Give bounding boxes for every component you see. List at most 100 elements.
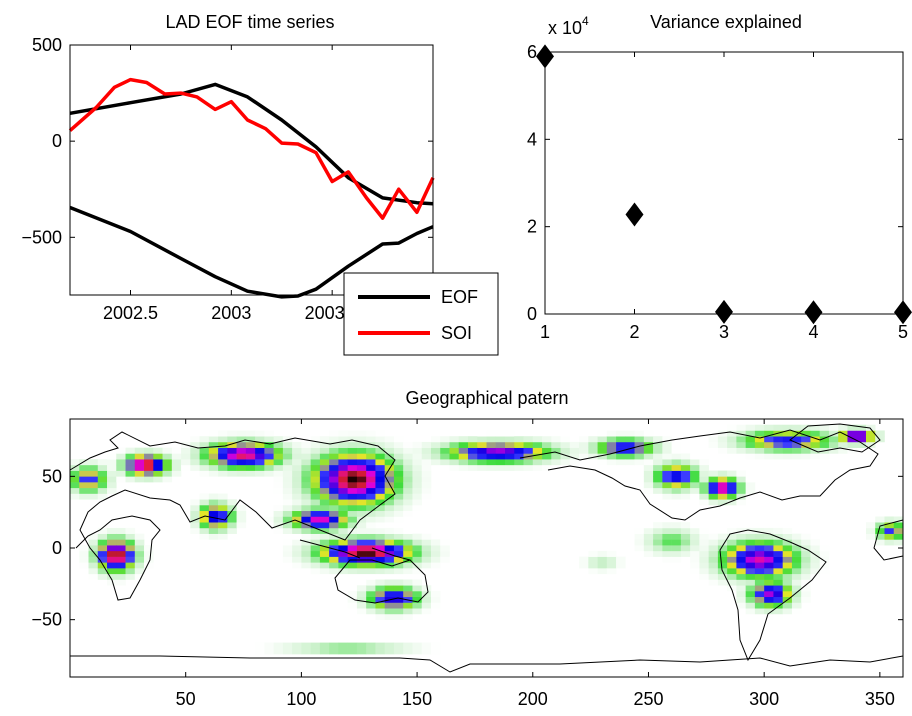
- heatmap-cell: [486, 441, 497, 448]
- heatmap-cell: [745, 573, 756, 580]
- heatmap-cell: [144, 447, 154, 454]
- heatmap-cell: [773, 562, 783, 569]
- heatmap-cell: [791, 585, 802, 592]
- heatmap-cell: [97, 476, 108, 483]
- heatmap-cell: [88, 550, 99, 557]
- heatmap-cell: [393, 441, 404, 448]
- heatmap-cell: [107, 545, 117, 552]
- heatmap-cell: [264, 447, 274, 454]
- heatmap-cell: [282, 642, 293, 649]
- heatmap-cell: [551, 447, 561, 454]
- heatmap-cell: [421, 545, 432, 552]
- heatmap-cell: [884, 527, 895, 534]
- heatmap-cell: [199, 499, 210, 506]
- heatmap-cell: [116, 453, 126, 460]
- heatmap-cell: [717, 550, 728, 557]
- heatmap-cell: [597, 550, 608, 557]
- y-tick-label: 4: [527, 129, 537, 149]
- heatmap-cell: [606, 568, 617, 575]
- heatmap-cell: [412, 608, 423, 615]
- heatmap-cell: [236, 505, 247, 512]
- heatmap-cell: [70, 464, 80, 471]
- heatmap-cell: [116, 556, 126, 563]
- heatmap-cell: [893, 533, 904, 540]
- heatmap-cell: [338, 510, 348, 517]
- heatmap-cell: [782, 550, 793, 557]
- heatmap-cell: [292, 453, 302, 460]
- heatmap-cell: [356, 591, 367, 598]
- heatmap-cell: [634, 459, 645, 466]
- heatmap-cell: [366, 522, 376, 529]
- heatmap-cell: [181, 453, 191, 460]
- heatmap-cell: [375, 545, 385, 552]
- heatmap-cell: [727, 579, 737, 586]
- heatmap-cell: [310, 510, 321, 517]
- heatmap-cell: [671, 556, 682, 563]
- heatmap-cell: [375, 436, 385, 443]
- heatmap-cell: [745, 493, 756, 500]
- heatmap-cell: [653, 533, 663, 540]
- heatmap-cell: [97, 459, 108, 466]
- heatmap-cell: [495, 453, 506, 460]
- heatmap-cell: [282, 459, 293, 466]
- heatmap-cell: [347, 562, 358, 569]
- heatmap-cell: [116, 447, 126, 454]
- heatmap-cell: [856, 436, 867, 443]
- heatmap-cell: [199, 533, 210, 540]
- heatmap-cell: [347, 441, 358, 448]
- heatmap-cell: [292, 550, 302, 557]
- heatmap-cell: [662, 453, 672, 460]
- heatmap-cell: [865, 522, 876, 529]
- heatmap-cell: [579, 441, 589, 448]
- heatmap-cell: [403, 585, 413, 592]
- heatmap-cell: [162, 453, 173, 460]
- heatmap-cell: [514, 447, 524, 454]
- heatmap-cell: [606, 556, 617, 563]
- heatmap-cell: [218, 493, 228, 500]
- heatmap-cell: [199, 436, 210, 443]
- heatmap-cell: [310, 505, 321, 512]
- heatmap-cell: [393, 436, 404, 443]
- heatmap-cell: [319, 545, 330, 552]
- heatmap-cell: [801, 556, 811, 563]
- heatmap-cell: [356, 533, 367, 540]
- heatmap-cell: [356, 527, 367, 534]
- heatmap-cell: [801, 436, 811, 443]
- heatmap-cell: [421, 482, 432, 489]
- heatmap-cell: [791, 608, 802, 615]
- heatmap-cell: [301, 642, 311, 649]
- heatmap-cell: [301, 556, 311, 563]
- heatmap-cell: [616, 441, 626, 448]
- heatmap-cell: [505, 464, 515, 471]
- heatmap-cell: [347, 505, 358, 512]
- x-tick-label: 50: [176, 689, 196, 709]
- heatmap-cell: [690, 556, 700, 563]
- heatmap-cell: [153, 464, 163, 471]
- heatmap-cell: [347, 596, 358, 603]
- heatmap-cell: [736, 493, 746, 500]
- heatmap-cell: [134, 550, 145, 557]
- heatmap-cell: [690, 482, 700, 489]
- heatmap-cell: [384, 608, 395, 615]
- heatmap-cell: [412, 539, 423, 546]
- heatmap-cell: [856, 424, 867, 431]
- heatmap-cell: [727, 562, 737, 569]
- heatmap-cell: [329, 487, 339, 494]
- heatmap-cell: [736, 573, 746, 580]
- heatmap-cell: [329, 464, 339, 471]
- heatmap-cell: [467, 464, 478, 471]
- heatmap-cell: [366, 533, 376, 540]
- heatmap-cell: [736, 602, 746, 609]
- heatmap-cell: [273, 470, 284, 477]
- heatmap-cell: [208, 527, 219, 534]
- heatmap-cell: [653, 545, 663, 552]
- heatmap-cell: [88, 568, 99, 575]
- heatmap-cell: [199, 447, 210, 454]
- heatmap-cell: [329, 545, 339, 552]
- heatmap-cell: [319, 648, 330, 655]
- heatmap-cell: [384, 556, 395, 563]
- heatmap-cell: [356, 459, 367, 466]
- heatmap-cell: [347, 510, 358, 517]
- heatmap-cell: [625, 447, 635, 454]
- heatmap-cell: [329, 505, 339, 512]
